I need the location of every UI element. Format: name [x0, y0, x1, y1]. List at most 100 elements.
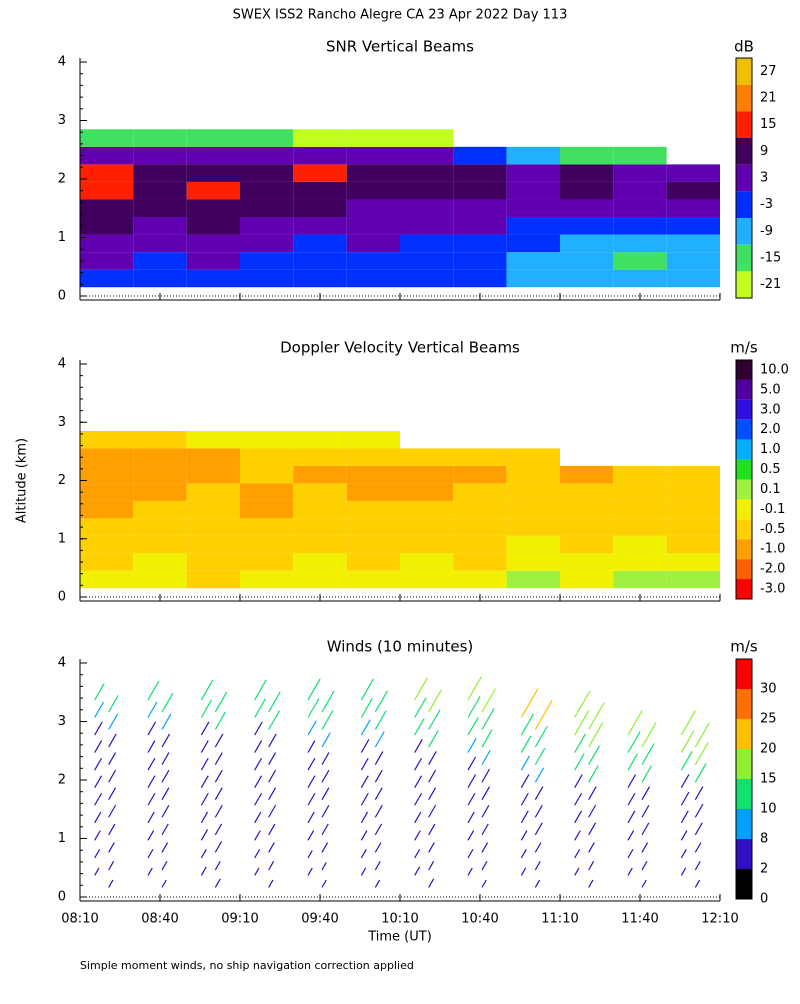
wind-barb — [627, 848, 634, 859]
heatmap-cell — [346, 199, 400, 218]
heatmap-cell — [400, 269, 454, 288]
wind-barb — [428, 823, 436, 836]
heatmap-cell — [506, 164, 560, 182]
heatmap-cell — [346, 553, 400, 571]
heatmap-cell — [506, 553, 560, 571]
colorbar-band — [736, 111, 752, 138]
heatmap-cell — [453, 448, 507, 466]
colorbar-band — [736, 839, 752, 869]
heatmap-cell — [560, 535, 614, 554]
heatmap-cell — [240, 518, 294, 536]
heatmap-cell — [80, 234, 134, 253]
heatmap-cell — [400, 535, 454, 554]
colorbar-frame — [735, 658, 753, 900]
heatmap-cell — [560, 181, 614, 200]
y-tick-label: 4 — [58, 656, 66, 671]
wind-barb — [481, 688, 496, 713]
heatmap-cell — [80, 483, 134, 501]
heatmap-cell — [133, 129, 187, 147]
wind-barb — [694, 742, 709, 765]
colorbar-band — [736, 360, 752, 380]
heatmap-cell — [400, 500, 454, 519]
heatmap-cell — [80, 129, 134, 147]
wind-barb — [254, 867, 260, 876]
colorbar-band — [736, 559, 752, 580]
colorbar-label: 1.0 — [760, 442, 781, 457]
heatmap-cell — [400, 217, 454, 235]
wind-barb — [360, 830, 368, 841]
wind-barb — [254, 775, 263, 788]
wind-barb — [627, 830, 635, 841]
heatmap-cell — [400, 518, 454, 536]
wind-barb — [641, 743, 655, 765]
x-tick-label: 10:10 — [381, 912, 418, 927]
wind-barb — [200, 775, 209, 788]
wind-barb — [574, 774, 583, 788]
wind-barb — [428, 709, 441, 730]
wind-barb — [467, 717, 479, 736]
colorbar-band — [736, 84, 752, 112]
colorbar-units: m/s — [730, 339, 758, 357]
heatmap-cell — [293, 483, 347, 501]
wind-barb — [641, 722, 657, 748]
wind-barb — [428, 730, 439, 748]
x-tick-label: 10:40 — [461, 912, 498, 927]
wind-barb — [680, 751, 693, 771]
heatmap-cell — [453, 483, 507, 501]
heatmap-cell — [506, 217, 560, 235]
heatmap-cell — [80, 181, 134, 200]
wind-barb — [374, 842, 382, 853]
wind-barb — [254, 811, 262, 824]
wind-barb — [161, 787, 170, 800]
wind-barb — [481, 842, 489, 853]
heatmap-cell — [613, 500, 667, 519]
wind-barb — [147, 775, 156, 788]
wind-barb — [307, 775, 316, 788]
y-tick-label: 2 — [58, 473, 66, 488]
heatmap-cell — [240, 570, 294, 589]
wind-barb — [641, 765, 653, 783]
heatmap-cell — [560, 500, 614, 519]
wind-barb — [321, 879, 327, 888]
wind-barb — [467, 867, 473, 876]
x-tick-label: 11:10 — [541, 912, 578, 927]
wind-barb — [534, 747, 546, 765]
wind-barb — [200, 866, 207, 876]
heatmap-cell — [506, 535, 560, 554]
colorbar-label: 2 — [760, 862, 768, 877]
colorbar-band — [736, 58, 752, 85]
wind-barb — [200, 679, 214, 701]
wind-barb — [481, 786, 491, 800]
wind-barb — [214, 860, 221, 871]
heatmap-cell — [560, 234, 614, 253]
wind-barb — [574, 753, 585, 771]
y-tick-label: 0 — [58, 590, 66, 605]
wind-barb — [428, 689, 442, 713]
colorbar-band — [736, 719, 752, 749]
wind-barb — [428, 769, 437, 783]
wind-barb — [467, 830, 475, 841]
heatmap-cell — [293, 146, 347, 165]
heatmap-cell — [346, 269, 400, 288]
y-tick-label: 3 — [58, 415, 66, 430]
wind-barb — [588, 702, 605, 730]
wind-barb — [534, 767, 545, 783]
heatmap-cell — [133, 217, 187, 235]
heatmap-cell — [293, 164, 347, 182]
wind-barb — [428, 860, 435, 871]
wind-barb — [574, 710, 590, 736]
colorbar-band — [736, 244, 752, 272]
wind-barb — [534, 786, 544, 800]
wind-barb — [321, 769, 330, 783]
y-tick-label: 2 — [58, 773, 66, 788]
wind-barb — [680, 830, 688, 841]
colorbar-band — [736, 749, 752, 779]
heatmap-cell — [186, 535, 240, 554]
colorbar-label: -9 — [760, 224, 773, 239]
colorbar-band — [736, 499, 752, 520]
colorbar-label: 3 — [760, 171, 768, 186]
colorbar-band — [736, 539, 752, 560]
wind-barb — [321, 710, 334, 730]
colorbar-label: 9 — [760, 144, 768, 159]
